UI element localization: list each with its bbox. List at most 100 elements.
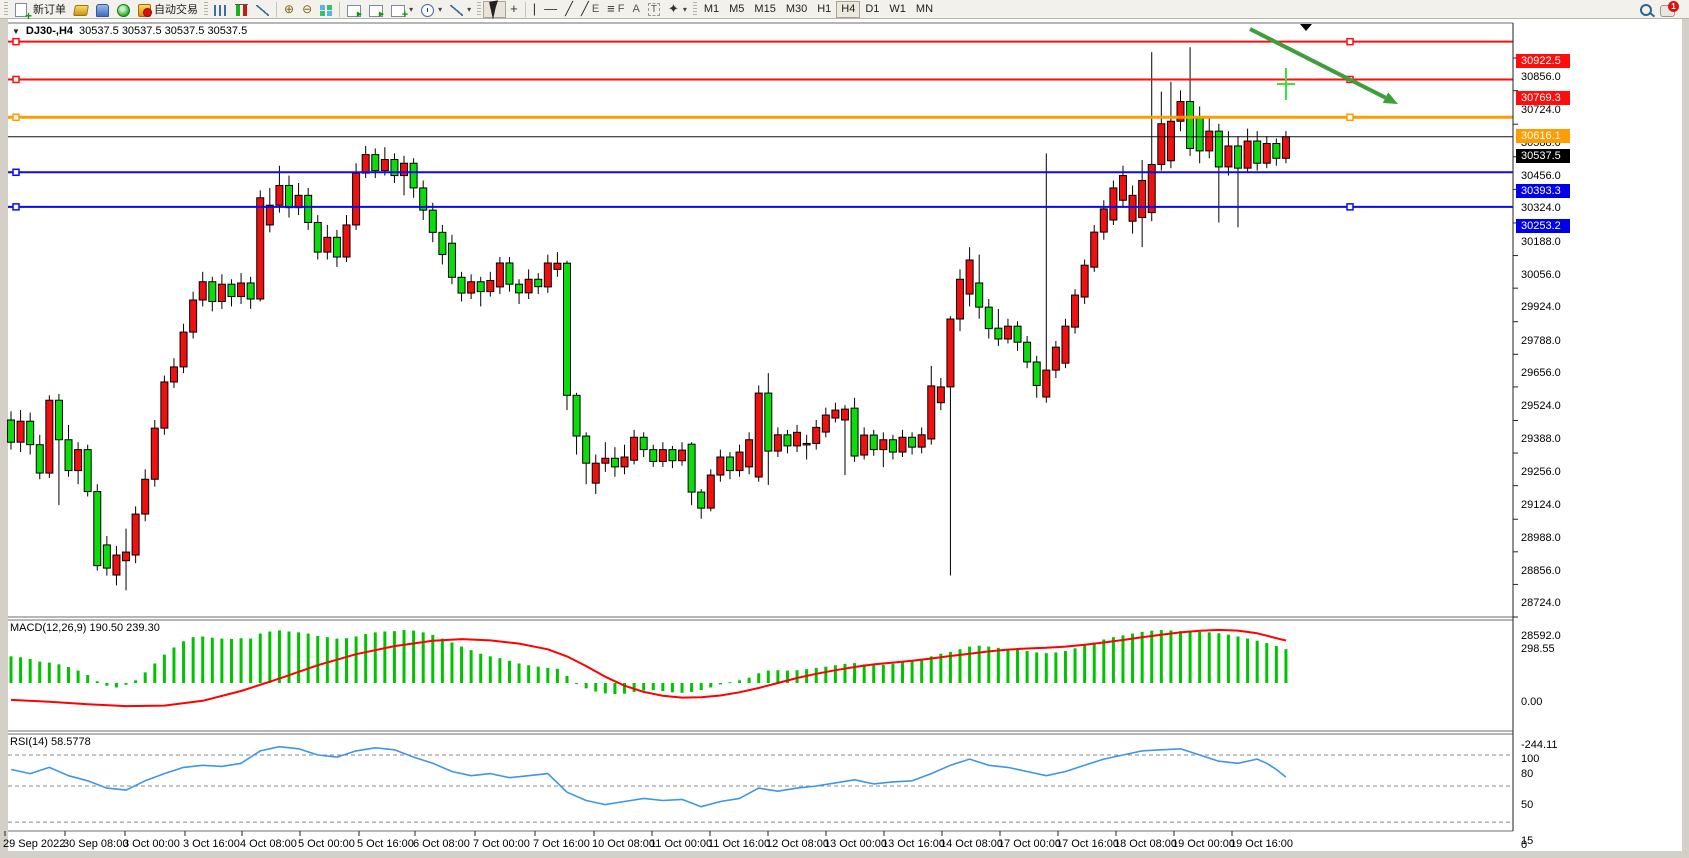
chat-icon: 1 xyxy=(1660,0,1679,17)
hline-30393.3[interactable] xyxy=(8,168,1513,177)
periods-button[interactable]: ▾ xyxy=(417,1,446,18)
price-tick-label: 29924.0 xyxy=(1521,301,1561,314)
text-icon: A xyxy=(632,2,640,15)
time-axis-label: 29 Sep 2022 xyxy=(3,838,66,850)
macd-signal-line xyxy=(10,628,1287,708)
price-tick-label: 30324.0 xyxy=(1521,202,1561,215)
templates-button[interactable]: ▾ xyxy=(446,1,475,18)
hline-30922.5[interactable] xyxy=(8,37,1513,46)
arrows-button[interactable]: ✦ ▾ xyxy=(664,1,691,18)
toolbar-grip xyxy=(204,2,208,16)
profile-button[interactable] xyxy=(92,1,113,18)
tile-windows-icon xyxy=(320,4,333,16)
crosshair-button[interactable]: + xyxy=(506,1,522,18)
timeframe-button-m5[interactable]: M5 xyxy=(724,1,749,18)
line-chart-icon xyxy=(256,4,269,16)
price-tick-label: 29256.0 xyxy=(1521,466,1561,479)
time-axis-label: 3 Oct 16:00 xyxy=(183,838,240,850)
arrows-icon: ✦ xyxy=(667,0,679,16)
price-tick-label: 29656.0 xyxy=(1521,367,1561,380)
timeframe-button-d1[interactable]: D1 xyxy=(860,1,884,18)
time-axis-label: 6 Oct 08:00 xyxy=(413,838,470,850)
cursor-button[interactable] xyxy=(483,0,507,20)
horizontal-line-button[interactable]: — xyxy=(540,1,561,18)
price-tick-label: 30456.0 xyxy=(1521,169,1561,182)
price-badge-30537.5: 30537.5 xyxy=(1516,148,1570,163)
zoom-in-icon: ⊕ xyxy=(284,1,295,16)
macd-histogram xyxy=(9,630,1288,695)
macd-scale-label: -244.11 xyxy=(1521,739,1558,751)
toolbar-separator xyxy=(339,1,341,17)
chevron-down-icon: ▾ xyxy=(438,4,443,14)
chart-shift-button[interactable] xyxy=(365,1,387,18)
timeframe-button-mn[interactable]: MN xyxy=(911,1,938,18)
time-axis-label: 18 Oct 08:00 xyxy=(1114,838,1177,850)
signal-icon xyxy=(117,3,130,17)
price-tick-label: 29788.0 xyxy=(1521,334,1561,347)
toolbar: 新订单 自动交易 ⊕ ⊖ ▾ ▾ ▾ + | — ╱ ╱E ≡F A T ✦▾ … xyxy=(0,0,1689,22)
templates-icon xyxy=(450,4,464,16)
search-icon xyxy=(1640,4,1652,16)
timeframe-button-h1[interactable]: H1 xyxy=(812,1,836,18)
time-axis-label: 17 Oct 16:00 xyxy=(1056,838,1119,850)
auto-scroll-button[interactable] xyxy=(343,1,365,18)
horizontal-line-icon: — xyxy=(544,0,558,16)
auto-trading-label: 自动交易 xyxy=(154,4,198,16)
text-label-button[interactable]: T xyxy=(644,1,664,18)
notifications-button[interactable]: 1 xyxy=(1656,0,1679,18)
time-axis-label: 7 Oct 00:00 xyxy=(473,838,530,850)
time-axis-label: 12 Oct 08:00 xyxy=(766,838,829,850)
hline-30253.2[interactable] xyxy=(8,203,1513,211)
trend-arrow-annotation[interactable] xyxy=(1249,27,1398,104)
timeframe-button-h4[interactable]: H4 xyxy=(836,0,861,18)
line-chart-button[interactable] xyxy=(252,1,273,18)
time-axis-label: 5 Oct 16:00 xyxy=(357,838,414,850)
chevron-down-icon: ▾ xyxy=(467,4,472,14)
auto-trading-button[interactable]: 自动交易 xyxy=(134,1,202,18)
time-axis-label: 30 Sep 08:00 xyxy=(63,838,129,850)
new-order-button[interactable]: 新订单 xyxy=(10,1,70,22)
timeframe-button-m15[interactable]: M15 xyxy=(749,1,780,18)
price-tick-label: 30856.0 xyxy=(1521,71,1561,84)
notification-badge: 1 xyxy=(1668,0,1679,12)
chevron-down-icon: ▾ xyxy=(409,4,414,14)
toolbar-grip xyxy=(4,2,8,16)
fibonacci-icon: ≡ xyxy=(607,0,615,16)
vertical-line-icon: | xyxy=(532,0,537,16)
channel-glyph: E xyxy=(591,2,600,15)
auto-trading-icon xyxy=(138,3,152,17)
zoom-out-button[interactable]: ⊖ xyxy=(298,1,316,18)
macd-scale-label: 0.00 xyxy=(1521,696,1543,709)
market-watch-button[interactable] xyxy=(70,1,92,18)
hline-30616.1[interactable] xyxy=(8,113,1513,122)
chart-canvas[interactable] xyxy=(0,19,1689,858)
zoom-in-button[interactable]: ⊕ xyxy=(280,1,298,18)
bar-chart-button[interactable] xyxy=(210,1,231,18)
time-axis-label: 3 Oct 00:00 xyxy=(123,838,180,850)
alerts-button[interactable] xyxy=(113,1,134,18)
channel-button[interactable]: ╱ E xyxy=(577,1,603,18)
trade-marker-cross[interactable] xyxy=(1277,68,1295,100)
chart-end-marker-icon xyxy=(1300,24,1312,31)
rsi-line xyxy=(10,745,1287,808)
fibonacci-button[interactable]: ≡ F xyxy=(603,1,628,18)
trendline-button[interactable]: ╱ xyxy=(561,1,577,18)
market-watch-icon xyxy=(73,5,89,16)
price-tick-label: 30056.0 xyxy=(1521,268,1561,281)
vertical-line-button[interactable]: | xyxy=(529,1,540,18)
one-click-trading-toggle[interactable] xyxy=(12,25,20,37)
text-button[interactable]: A xyxy=(628,1,643,18)
chevron-down-icon: ▾ xyxy=(682,4,687,14)
search-button[interactable] xyxy=(1636,1,1656,18)
timeframe-button-w1[interactable]: W1 xyxy=(884,1,911,18)
timeframe-button-m30[interactable]: M30 xyxy=(781,1,812,18)
tile-windows-button[interactable] xyxy=(316,1,336,18)
candlestick-button[interactable] xyxy=(231,1,252,18)
trendline-icon: ╱ xyxy=(565,0,573,16)
chart-symbol-period: DJ30-,H4 xyxy=(25,25,73,37)
chart-header: DJ30-,H4 30537.5 30537.5 30537.5 30537.5 xyxy=(12,25,247,37)
indicators-button[interactable]: ▾ xyxy=(387,1,417,21)
price-tick-label: 28988.0 xyxy=(1521,532,1561,545)
timeframe-button-m1[interactable]: M1 xyxy=(699,1,724,18)
rsi-pane-content xyxy=(8,754,1513,823)
